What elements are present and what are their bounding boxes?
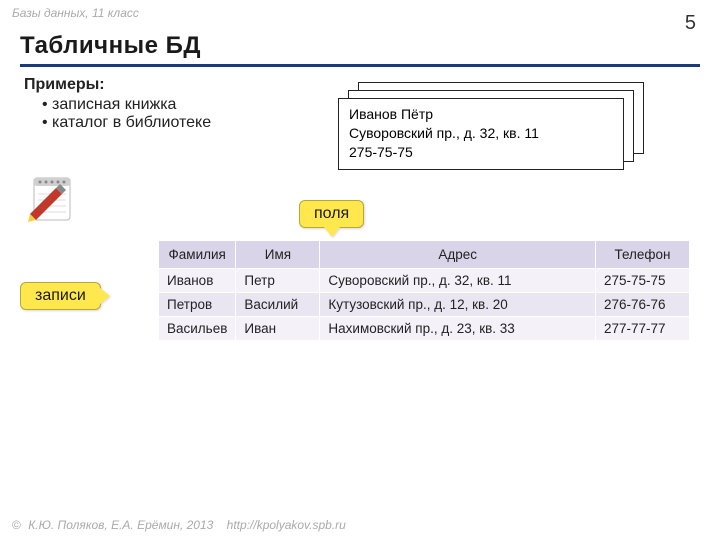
footer-url: http://kpolyakov.spb.ru	[227, 518, 346, 532]
data-table: Фамилия Имя Адрес Телефон Иванов Петр Су…	[158, 240, 690, 341]
card-line: Суворовский пр., д. 32, кв. 11	[349, 124, 613, 143]
example-item: каталог в библиотеке	[42, 114, 211, 132]
table-row: Иванов Петр Суворовский пр., д. 32, кв. …	[159, 269, 690, 293]
cell: Иванов	[159, 269, 236, 293]
examples-title: Примеры:	[24, 76, 211, 94]
cell: Васильев	[159, 317, 236, 341]
table-row: Васильев Иван Нахимовский пр., д. 23, кв…	[159, 317, 690, 341]
callout-fields: поля	[299, 200, 364, 228]
copyright-symbol: ©	[12, 518, 21, 532]
title-underline	[20, 64, 700, 67]
footer-copyright: К.Ю. Поляков, Е.А. Ерёмин, 2013	[28, 518, 213, 532]
index-card-stack: Иванов Пётр Суворовский пр., д. 32, кв. …	[338, 82, 644, 170]
card-line: Иванов Пётр	[349, 105, 613, 124]
data-table-wrap: Фамилия Имя Адрес Телефон Иванов Петр Су…	[158, 240, 690, 341]
examples-block: Примеры: записная книжка каталог в библи…	[24, 76, 211, 132]
index-card-front: Иванов Пётр Суворовский пр., д. 32, кв. …	[338, 98, 624, 170]
table-header-row: Фамилия Имя Адрес Телефон	[159, 241, 690, 269]
th-phone: Телефон	[596, 241, 690, 269]
th-surname: Фамилия	[159, 241, 236, 269]
th-name: Имя	[236, 241, 320, 269]
example-item: записная книжка	[42, 96, 211, 114]
cell: 275-75-75	[596, 269, 690, 293]
cell: Петров	[159, 293, 236, 317]
breadcrumb: Базы данных, 11 класс	[12, 6, 139, 20]
page-number: 5	[685, 12, 696, 35]
page-title: Табличные БД	[20, 32, 201, 60]
cell: Василий	[236, 293, 320, 317]
cell: Иван	[236, 317, 320, 341]
cell: 277-77-77	[596, 317, 690, 341]
table-row: Петров Василий Кутузовский пр., д. 12, к…	[159, 293, 690, 317]
th-address: Адрес	[320, 241, 596, 269]
card-line: 275-75-75	[349, 143, 613, 162]
notepad-icon	[24, 170, 80, 226]
cell: Петр	[236, 269, 320, 293]
cell: Кутузовский пр., д. 12, кв. 20	[320, 293, 596, 317]
footer: © К.Ю. Поляков, Е.А. Ерёмин, 2013 http:/…	[12, 518, 346, 532]
cell: Нахимовский пр., д. 23, кв. 33	[320, 317, 596, 341]
cell: Суворовский пр., д. 32, кв. 11	[320, 269, 596, 293]
callout-records: записи	[20, 282, 101, 310]
cell: 276-76-76	[596, 293, 690, 317]
